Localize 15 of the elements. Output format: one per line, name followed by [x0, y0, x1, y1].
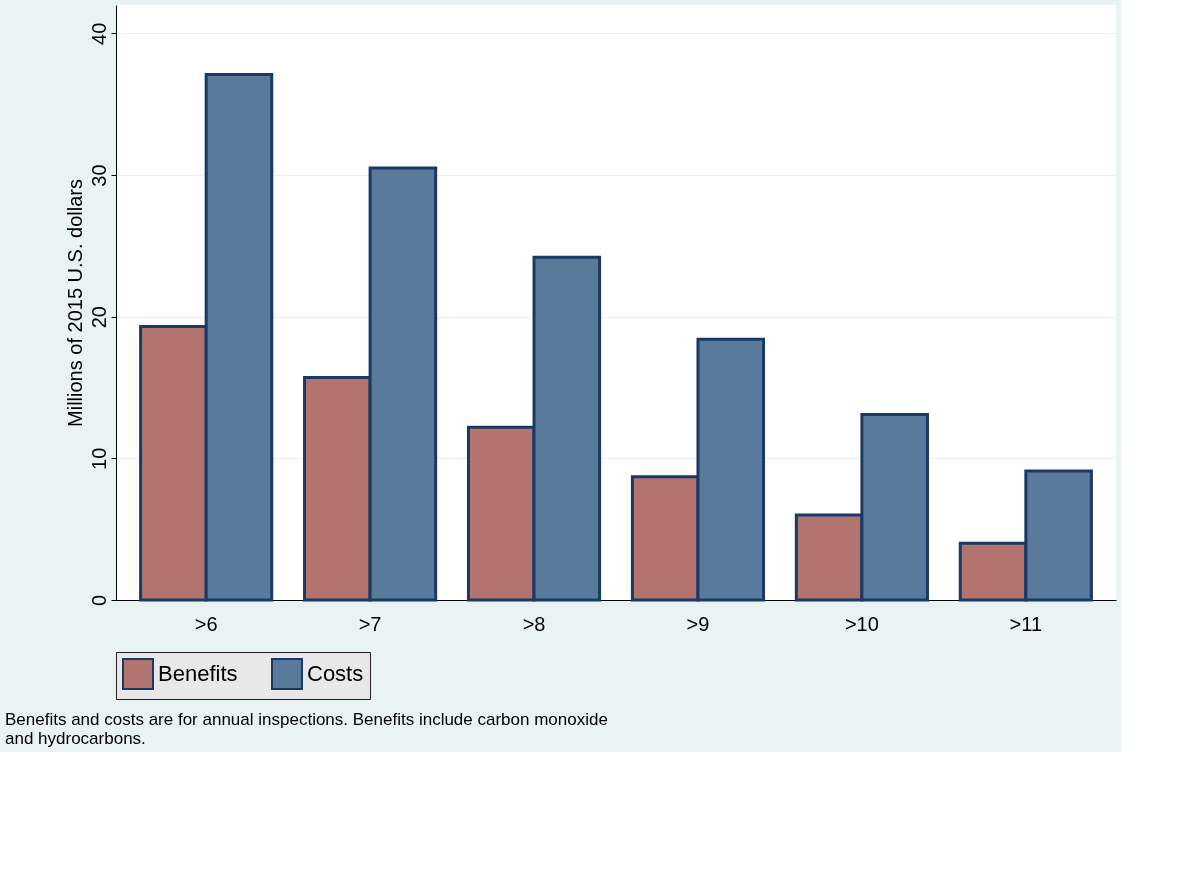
y-axis-title: Millions of 2015 U.S. dollars — [63, 179, 86, 427]
y-tick-label: 40 — [87, 22, 110, 45]
x-tick-label: >10 — [844, 612, 879, 635]
x-tick-label: >7 — [358, 612, 382, 635]
y-tick-label: 20 — [87, 306, 110, 329]
x-tick-label: >6 — [194, 612, 218, 635]
x-tick-label: >11 — [1009, 612, 1043, 635]
y-tick-label: 30 — [87, 164, 110, 187]
legend-label: Costs — [307, 661, 364, 686]
x-tick-label: >9 — [686, 612, 710, 635]
y-tick-label: 10 — [87, 447, 110, 470]
y-tick-label: 0 — [87, 594, 110, 607]
x-tick-label: >8 — [522, 612, 546, 635]
text: Benefits and costs are for annual inspections. Benefits include carbon monoxide and hydrocarbons. — [5, 709, 608, 748]
legend-label: Benefits — [158, 661, 238, 686]
